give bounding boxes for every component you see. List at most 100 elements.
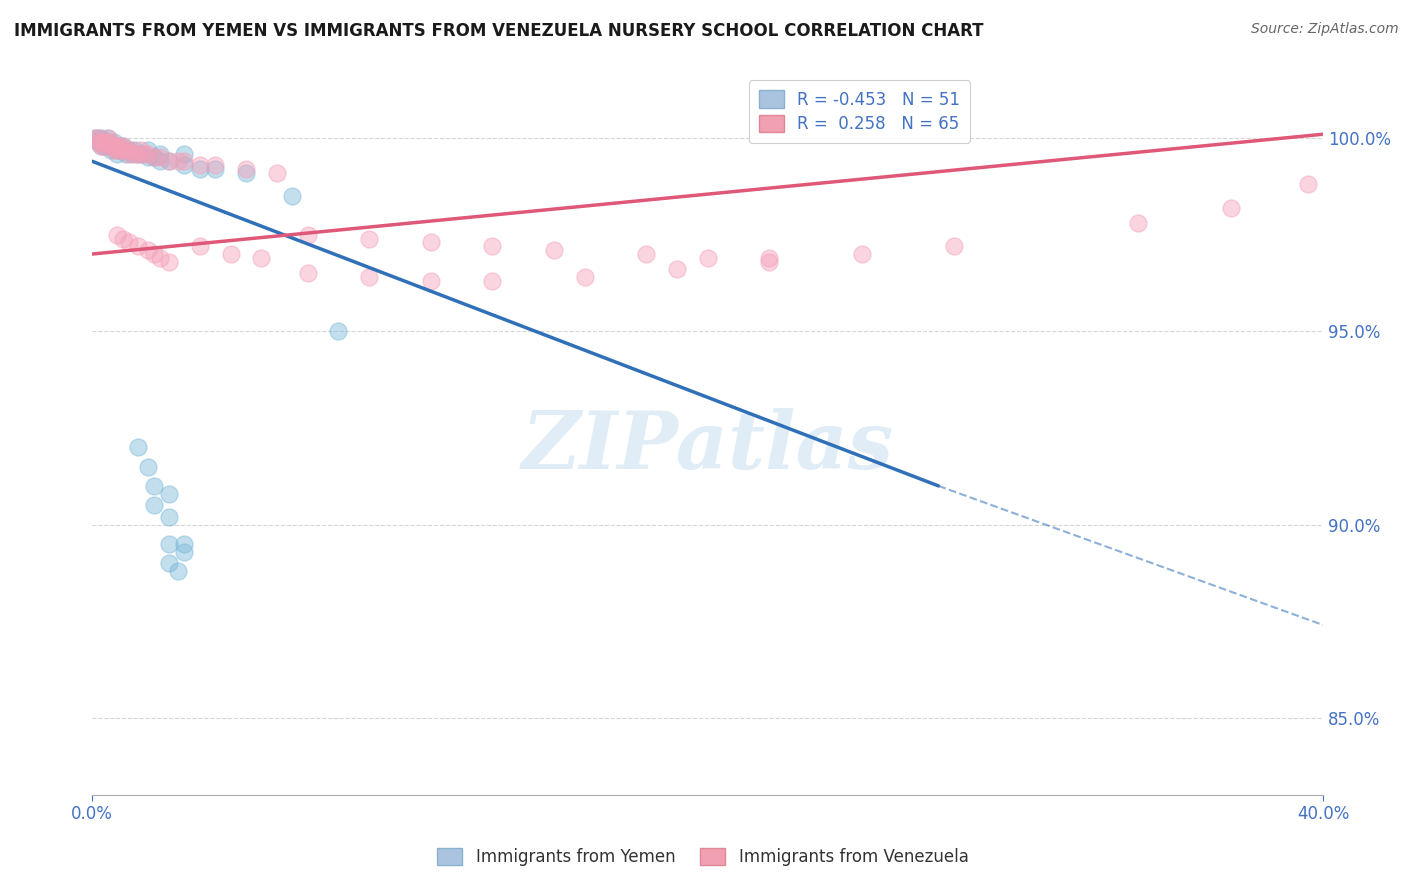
Point	[127, 146, 149, 161]
Point	[100, 138, 122, 153]
Point	[87, 131, 110, 145]
Point	[157, 254, 180, 268]
Point	[142, 150, 165, 164]
Point	[149, 251, 172, 265]
Point	[419, 235, 441, 250]
Point	[359, 231, 381, 245]
Point	[105, 143, 128, 157]
Point	[419, 274, 441, 288]
Point	[188, 158, 211, 172]
Point	[100, 143, 122, 157]
Point	[115, 143, 138, 157]
Point	[136, 150, 159, 164]
Point	[636, 247, 658, 261]
Point	[758, 254, 780, 268]
Point	[97, 135, 120, 149]
Point	[127, 440, 149, 454]
Point	[97, 131, 120, 145]
Point	[124, 143, 146, 157]
Point	[142, 498, 165, 512]
Point	[134, 146, 156, 161]
Point	[87, 135, 110, 149]
Point	[235, 166, 257, 180]
Point	[157, 556, 180, 570]
Point	[111, 231, 134, 245]
Point	[297, 227, 319, 242]
Text: ZIPatlas: ZIPatlas	[522, 408, 894, 485]
Point	[93, 138, 115, 153]
Point	[90, 135, 112, 149]
Point	[173, 154, 195, 169]
Point	[481, 239, 503, 253]
Point	[157, 154, 180, 169]
Point	[103, 138, 125, 153]
Point	[121, 143, 143, 157]
Legend: R = -0.453   N = 51, R =  0.258   N = 65: R = -0.453 N = 51, R = 0.258 N = 65	[749, 80, 970, 144]
Point	[250, 251, 273, 265]
Point	[173, 537, 195, 551]
Point	[188, 161, 211, 176]
Point	[105, 138, 128, 153]
Point	[149, 146, 172, 161]
Point	[84, 131, 107, 145]
Point	[543, 243, 565, 257]
Point	[157, 509, 180, 524]
Point	[142, 247, 165, 261]
Point	[157, 537, 180, 551]
Point	[173, 544, 195, 558]
Point	[942, 239, 965, 253]
Point	[108, 138, 131, 153]
Point	[131, 143, 153, 157]
Point	[136, 243, 159, 257]
Point	[115, 146, 138, 161]
Point	[1296, 178, 1319, 192]
Point	[297, 266, 319, 280]
Point	[136, 146, 159, 161]
Point	[204, 161, 226, 176]
Point	[103, 138, 125, 153]
Point	[173, 146, 195, 161]
Point	[149, 154, 172, 169]
Point	[665, 262, 688, 277]
Point	[173, 158, 195, 172]
Point	[105, 146, 128, 161]
Point	[157, 486, 180, 500]
Point	[1128, 216, 1150, 230]
Point	[111, 143, 134, 157]
Point	[851, 247, 873, 261]
Point	[103, 135, 125, 149]
Point	[281, 189, 304, 203]
Point	[167, 564, 190, 578]
Point	[111, 138, 134, 153]
Point	[90, 131, 112, 145]
Point	[359, 270, 381, 285]
Point	[758, 251, 780, 265]
Point	[90, 138, 112, 153]
Point	[149, 150, 172, 164]
Point	[235, 161, 257, 176]
Point	[105, 227, 128, 242]
Point	[97, 138, 120, 153]
Point	[84, 131, 107, 145]
Point	[87, 135, 110, 149]
Point	[219, 247, 242, 261]
Point	[142, 150, 165, 164]
Point	[127, 239, 149, 253]
Point	[136, 143, 159, 157]
Point	[100, 135, 122, 149]
Point	[111, 138, 134, 153]
Point	[696, 251, 718, 265]
Point	[90, 135, 112, 149]
Point	[105, 138, 128, 153]
Point	[574, 270, 596, 285]
Point	[1219, 201, 1241, 215]
Point	[157, 154, 180, 169]
Point	[121, 146, 143, 161]
Point	[204, 158, 226, 172]
Point	[142, 479, 165, 493]
Point	[124, 146, 146, 161]
Point	[108, 138, 131, 153]
Point	[167, 154, 190, 169]
Point	[100, 138, 122, 153]
Point	[266, 166, 288, 180]
